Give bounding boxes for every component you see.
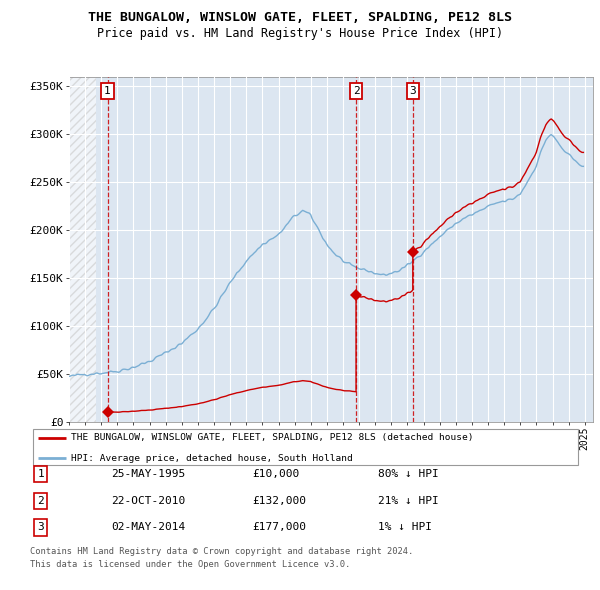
Text: 3: 3 — [409, 86, 416, 96]
Text: This data is licensed under the Open Government Licence v3.0.: This data is licensed under the Open Gov… — [30, 560, 350, 569]
Text: 21% ↓ HPI: 21% ↓ HPI — [378, 496, 439, 506]
Text: 22-OCT-2010: 22-OCT-2010 — [111, 496, 185, 506]
Text: 1: 1 — [104, 86, 111, 96]
Text: THE BUNGALOW, WINSLOW GATE, FLEET, SPALDING, PE12 8LS (detached house): THE BUNGALOW, WINSLOW GATE, FLEET, SPALD… — [71, 434, 474, 442]
Text: 3: 3 — [37, 523, 44, 532]
Text: 25-MAY-1995: 25-MAY-1995 — [111, 470, 185, 479]
Text: THE BUNGALOW, WINSLOW GATE, FLEET, SPALDING, PE12 8LS: THE BUNGALOW, WINSLOW GATE, FLEET, SPALD… — [88, 11, 512, 24]
Text: Price paid vs. HM Land Registry's House Price Index (HPI): Price paid vs. HM Land Registry's House … — [97, 27, 503, 40]
Text: 80% ↓ HPI: 80% ↓ HPI — [378, 470, 439, 479]
Text: 2: 2 — [37, 496, 44, 506]
Text: 1% ↓ HPI: 1% ↓ HPI — [378, 523, 432, 532]
Text: Contains HM Land Registry data © Crown copyright and database right 2024.: Contains HM Land Registry data © Crown c… — [30, 547, 413, 556]
Text: 2: 2 — [353, 86, 359, 96]
FancyBboxPatch shape — [33, 429, 578, 466]
Text: 1: 1 — [37, 470, 44, 479]
Text: £177,000: £177,000 — [252, 523, 306, 532]
Text: £10,000: £10,000 — [252, 470, 299, 479]
Text: £132,000: £132,000 — [252, 496, 306, 506]
Text: HPI: Average price, detached house, South Holland: HPI: Average price, detached house, Sout… — [71, 454, 353, 463]
Text: 02-MAY-2014: 02-MAY-2014 — [111, 523, 185, 532]
